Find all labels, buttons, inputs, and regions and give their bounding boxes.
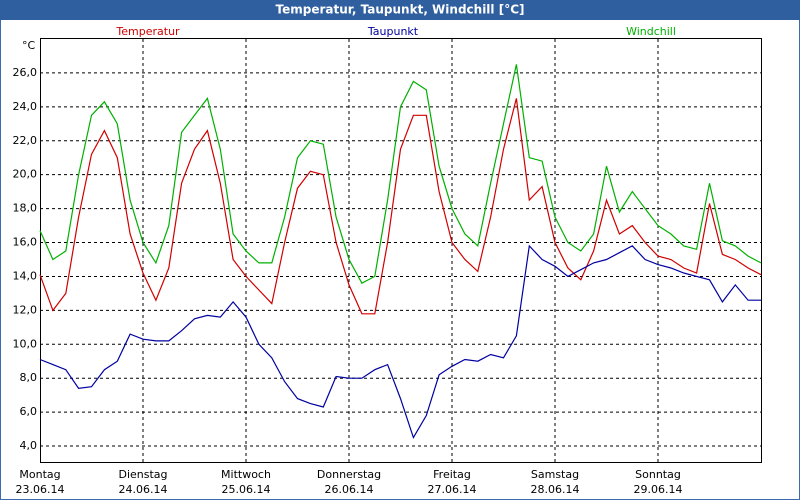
y-tick-label: 14,0 bbox=[13, 269, 38, 282]
x-tick-label: 24.06.14 bbox=[119, 483, 168, 496]
x-tick-label: 29.06.14 bbox=[634, 483, 683, 496]
x-tick-label: 27.06.14 bbox=[428, 483, 477, 496]
y-tick-label: 10,0 bbox=[13, 337, 38, 350]
x-tick-label: Freitag bbox=[433, 468, 471, 481]
y-tick-label: 6,0 bbox=[20, 405, 38, 418]
x-tick-label: Montag bbox=[19, 468, 60, 481]
y-tick-label: 24,0 bbox=[13, 100, 38, 113]
y-tick-label: 12,0 bbox=[13, 303, 38, 316]
y-tick-label: 18,0 bbox=[13, 202, 38, 215]
series-line bbox=[39, 64, 762, 285]
x-tick-label: 25.06.14 bbox=[222, 483, 271, 496]
y-tick-label: 22,0 bbox=[13, 134, 38, 147]
x-tick-label: 23.06.14 bbox=[16, 483, 65, 496]
y-tick-label: 4,0 bbox=[20, 439, 38, 452]
legend-label: Taupunkt bbox=[367, 25, 419, 38]
y-tick-label: 26,0 bbox=[13, 66, 38, 79]
x-tick-label: 28.06.14 bbox=[531, 483, 580, 496]
chart-title: Temperatur, Taupunkt, Windchill [°C] bbox=[276, 3, 525, 17]
x-tick-label: Samstag bbox=[531, 468, 579, 481]
series-line bbox=[39, 244, 761, 440]
unit-label: °C bbox=[22, 39, 36, 52]
x-tick-label: Dienstag bbox=[118, 468, 167, 481]
x-tick-label: Sonntag bbox=[635, 468, 681, 481]
series-line bbox=[39, 98, 762, 315]
x-tick-label: Donnerstag bbox=[317, 468, 381, 481]
y-tick-label: 20,0 bbox=[13, 168, 38, 181]
plot-frame bbox=[40, 38, 762, 463]
x-tick-label: Mittwoch bbox=[221, 468, 271, 481]
legend-label: Temperatur bbox=[115, 25, 180, 38]
legend-label: Windchill bbox=[626, 25, 676, 38]
title-bar bbox=[0, 0, 800, 20]
y-tick-label: 8,0 bbox=[20, 371, 38, 384]
y-tick-label: 16,0 bbox=[13, 236, 38, 249]
x-tick-label: 26.06.14 bbox=[325, 483, 374, 496]
